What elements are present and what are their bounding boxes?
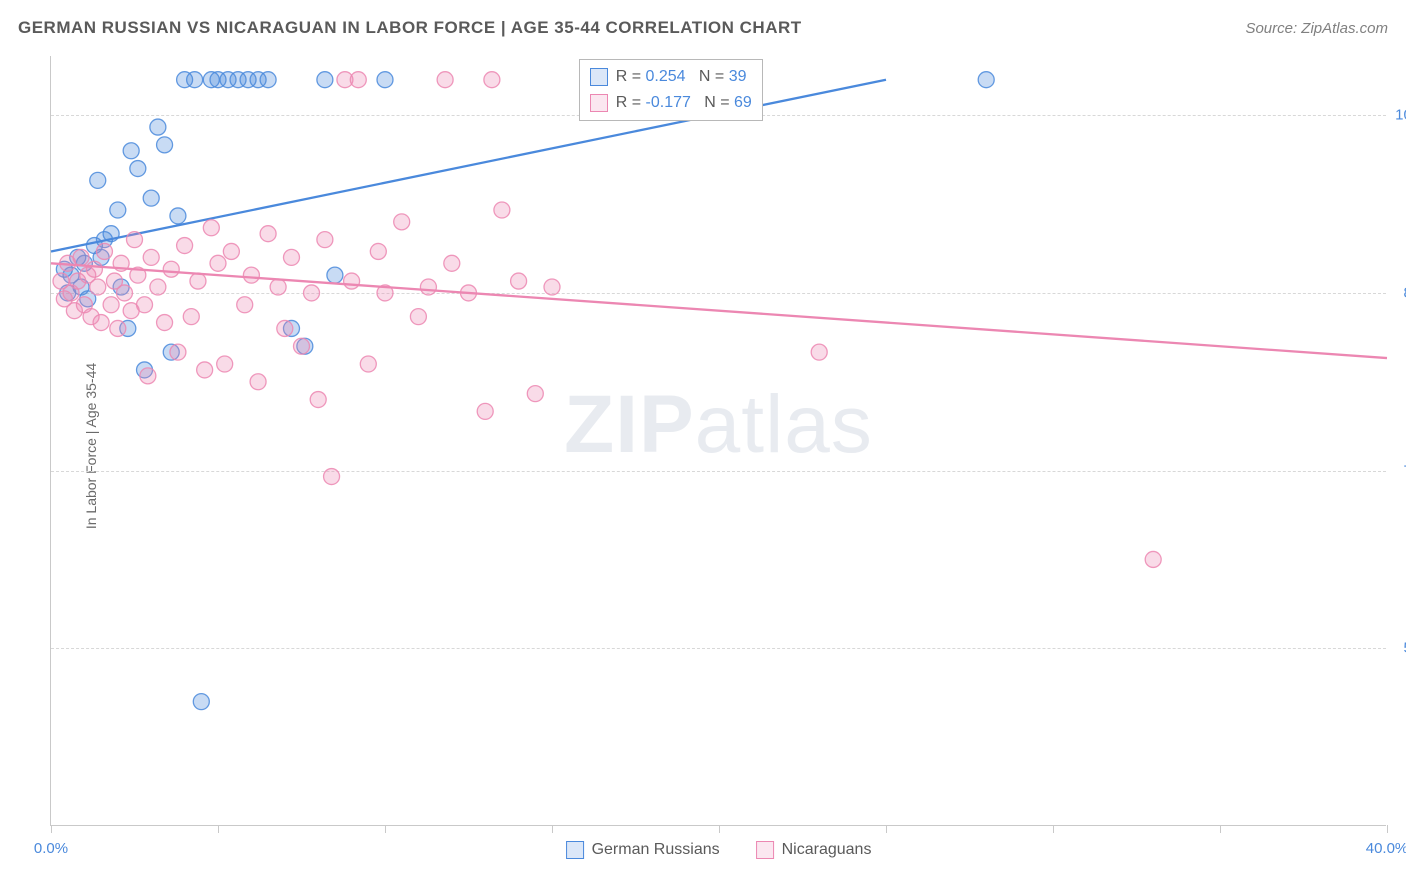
- data-point: [143, 190, 159, 206]
- data-point: [143, 249, 159, 265]
- data-point: [260, 72, 276, 88]
- stats-row: R = -0.177 N = 69: [590, 90, 752, 116]
- legend-item: German Russians: [566, 841, 720, 859]
- data-point: [193, 694, 209, 710]
- x-tick: [719, 825, 720, 833]
- legend-label: Nicaraguans: [782, 841, 872, 859]
- data-point: [157, 315, 173, 331]
- data-point: [90, 172, 106, 188]
- data-point: [96, 243, 112, 259]
- legend-label: German Russians: [592, 841, 720, 859]
- data-point: [123, 143, 139, 159]
- data-point: [477, 403, 493, 419]
- data-point: [150, 279, 166, 295]
- data-point: [90, 279, 106, 295]
- source-attribution: Source: ZipAtlas.com: [1245, 20, 1388, 37]
- data-point: [294, 338, 310, 354]
- x-tick: [1053, 825, 1054, 833]
- data-point: [811, 344, 827, 360]
- x-tick: [1220, 825, 1221, 833]
- data-point: [140, 368, 156, 384]
- series-swatch: [590, 94, 608, 112]
- data-point: [223, 243, 239, 259]
- data-point: [86, 261, 102, 277]
- chart-title: GERMAN RUSSIAN VS NICARAGUAN IN LABOR FO…: [18, 18, 802, 38]
- data-point: [310, 392, 326, 408]
- series-swatch: [590, 68, 608, 86]
- data-point: [377, 72, 393, 88]
- data-point: [137, 297, 153, 313]
- data-point: [197, 362, 213, 378]
- legend: German Russians Nicaraguans: [566, 841, 872, 859]
- data-point: [170, 208, 186, 224]
- data-point: [324, 469, 340, 485]
- data-point: [243, 267, 259, 283]
- data-point: [170, 344, 186, 360]
- data-point: [511, 273, 527, 289]
- data-point: [494, 202, 510, 218]
- data-point: [484, 72, 500, 88]
- x-tick: [552, 825, 553, 833]
- y-tick-label: 70.0%: [1391, 462, 1406, 479]
- stats-row: R = 0.254 N = 39: [590, 64, 752, 90]
- x-tick: [886, 825, 887, 833]
- data-point: [283, 249, 299, 265]
- data-point: [327, 267, 343, 283]
- data-point: [410, 309, 426, 325]
- data-point: [370, 243, 386, 259]
- data-point: [444, 255, 460, 271]
- x-tick: [1387, 825, 1388, 833]
- data-point: [237, 297, 253, 313]
- x-tick-label: 40.0%: [1366, 840, 1406, 857]
- x-tick: [385, 825, 386, 833]
- y-tick-label: 85.0%: [1391, 284, 1406, 301]
- data-point: [150, 119, 166, 135]
- correlation-stats-box: R = 0.254 N = 39R = -0.177 N = 69: [579, 59, 763, 121]
- data-point: [103, 297, 119, 313]
- data-point: [394, 214, 410, 230]
- data-point: [110, 202, 126, 218]
- data-point: [110, 320, 126, 336]
- x-tick: [51, 825, 52, 833]
- data-point: [437, 72, 453, 88]
- data-point: [116, 285, 132, 301]
- x-tick-label: 0.0%: [34, 840, 68, 857]
- x-tick: [218, 825, 219, 833]
- legend-swatch: [566, 841, 584, 859]
- data-point: [978, 72, 994, 88]
- data-point: [270, 279, 286, 295]
- data-point: [163, 261, 179, 277]
- data-point: [177, 238, 193, 254]
- data-point: [127, 232, 143, 248]
- data-point: [544, 279, 560, 295]
- data-point: [1145, 551, 1161, 567]
- legend-swatch: [756, 841, 774, 859]
- data-point: [317, 72, 333, 88]
- data-point: [130, 161, 146, 177]
- data-point: [187, 72, 203, 88]
- y-tick-label: 100.0%: [1391, 107, 1406, 124]
- plot-area: 55.0%70.0%85.0%100.0% 0.0%40.0% ZIPatlas…: [50, 56, 1386, 826]
- data-point: [93, 315, 109, 331]
- data-point: [217, 356, 233, 372]
- data-point: [317, 232, 333, 248]
- legend-item: Nicaraguans: [756, 841, 872, 859]
- data-point: [210, 255, 226, 271]
- data-point: [183, 309, 199, 325]
- data-point: [203, 220, 219, 236]
- data-point: [277, 320, 293, 336]
- trend-line: [51, 263, 1387, 358]
- data-point: [304, 285, 320, 301]
- data-point: [420, 279, 436, 295]
- data-point: [73, 249, 89, 265]
- data-point: [527, 386, 543, 402]
- data-point: [360, 356, 376, 372]
- data-point: [190, 273, 206, 289]
- data-point: [260, 226, 276, 242]
- data-point: [344, 273, 360, 289]
- data-point: [157, 137, 173, 153]
- y-tick-label: 55.0%: [1391, 640, 1406, 657]
- data-point: [350, 72, 366, 88]
- data-point: [250, 374, 266, 390]
